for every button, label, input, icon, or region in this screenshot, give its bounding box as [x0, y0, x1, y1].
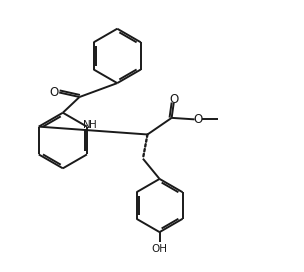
Text: O: O: [169, 93, 178, 106]
Text: O: O: [49, 86, 58, 99]
Text: H: H: [89, 120, 97, 130]
Text: OH: OH: [152, 244, 168, 254]
Text: O: O: [194, 113, 203, 126]
Text: N: N: [83, 119, 90, 129]
